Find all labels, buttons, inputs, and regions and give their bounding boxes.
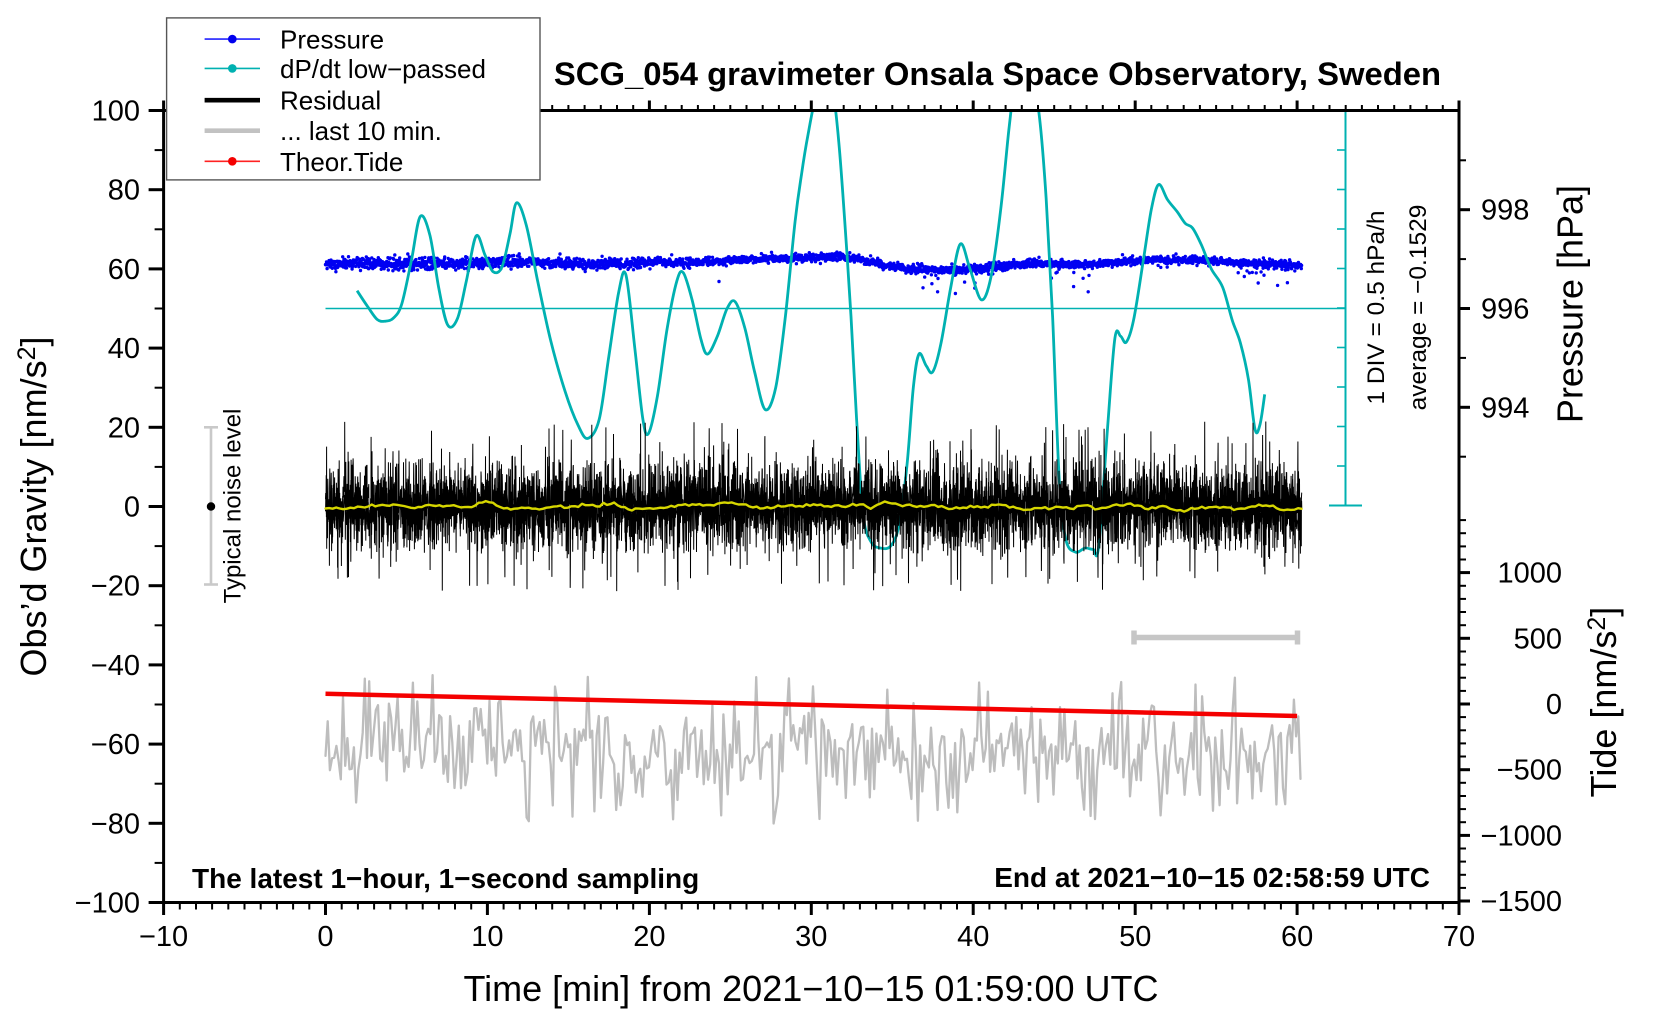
svg-text:Obs’d Gravity [nm/s2]: Obs’d Gravity [nm/s2] <box>13 337 54 677</box>
svg-text:−40: −40 <box>91 650 140 682</box>
svg-text:−1500: −1500 <box>1481 886 1562 918</box>
svg-text:70: 70 <box>1443 921 1475 953</box>
svg-text:average = −0.1529: average = −0.1529 <box>1405 205 1432 411</box>
svg-text:500: 500 <box>1514 623 1562 655</box>
svg-text:−80: −80 <box>91 808 140 840</box>
svg-text:100: 100 <box>92 96 140 128</box>
svg-text:dP/dt low−passed: dP/dt low−passed <box>280 54 486 84</box>
svg-text:−10: −10 <box>139 921 188 953</box>
svg-text:−20: −20 <box>91 571 140 603</box>
svg-text:−60: −60 <box>91 729 140 761</box>
svg-text:60: 60 <box>1281 921 1313 953</box>
svg-text:0: 0 <box>1546 689 1562 721</box>
svg-text:End at 2021−10−15 02:58:59 UTC: End at 2021−10−15 02:58:59 UTC <box>994 862 1430 893</box>
svg-text:... last 10 min.: ... last 10 min. <box>280 116 442 146</box>
svg-text:−500: −500 <box>1497 755 1562 787</box>
svg-text:−100: −100 <box>75 888 140 920</box>
svg-text:998: 998 <box>1481 195 1529 227</box>
svg-text:−1000: −1000 <box>1481 820 1562 852</box>
svg-text:SCG_054 gravimeter Onsala Spac: SCG_054 gravimeter Onsala Space Observat… <box>554 55 1441 92</box>
svg-text:The latest 1−hour, 1−second sa: The latest 1−hour, 1−second sampling <box>192 863 699 894</box>
svg-text:60: 60 <box>108 254 140 286</box>
svg-text:994: 994 <box>1481 392 1529 424</box>
svg-text:1000: 1000 <box>1497 558 1562 590</box>
svg-text:Theor.Tide: Theor.Tide <box>280 147 403 177</box>
svg-text:20: 20 <box>108 412 140 444</box>
svg-text:Time [min] from 2021−10−15 01:: Time [min] from 2021−10−15 01:59:00 UTC <box>463 968 1158 1009</box>
svg-text:996: 996 <box>1481 294 1529 326</box>
svg-text:Residual: Residual <box>280 86 381 116</box>
svg-text:Pressure: Pressure <box>280 25 384 55</box>
svg-text:30: 30 <box>795 921 827 953</box>
svg-text:80: 80 <box>108 175 140 207</box>
svg-text:10: 10 <box>471 921 503 953</box>
svg-text:0: 0 <box>124 492 140 524</box>
svg-text:40: 40 <box>108 333 140 365</box>
svg-text:Tide [nm/s2]: Tide [nm/s2] <box>1583 607 1624 798</box>
svg-text:50: 50 <box>1119 921 1151 953</box>
svg-text:Pressure [hPa]: Pressure [hPa] <box>1550 185 1591 423</box>
svg-text:40: 40 <box>957 921 989 953</box>
svg-text:1 DIV = 0.5 hPa/h: 1 DIV = 0.5 hPa/h <box>1363 210 1390 404</box>
svg-text:Typical noise level: Typical noise level <box>220 409 247 604</box>
svg-text:20: 20 <box>633 921 665 953</box>
svg-text:0: 0 <box>317 921 333 953</box>
